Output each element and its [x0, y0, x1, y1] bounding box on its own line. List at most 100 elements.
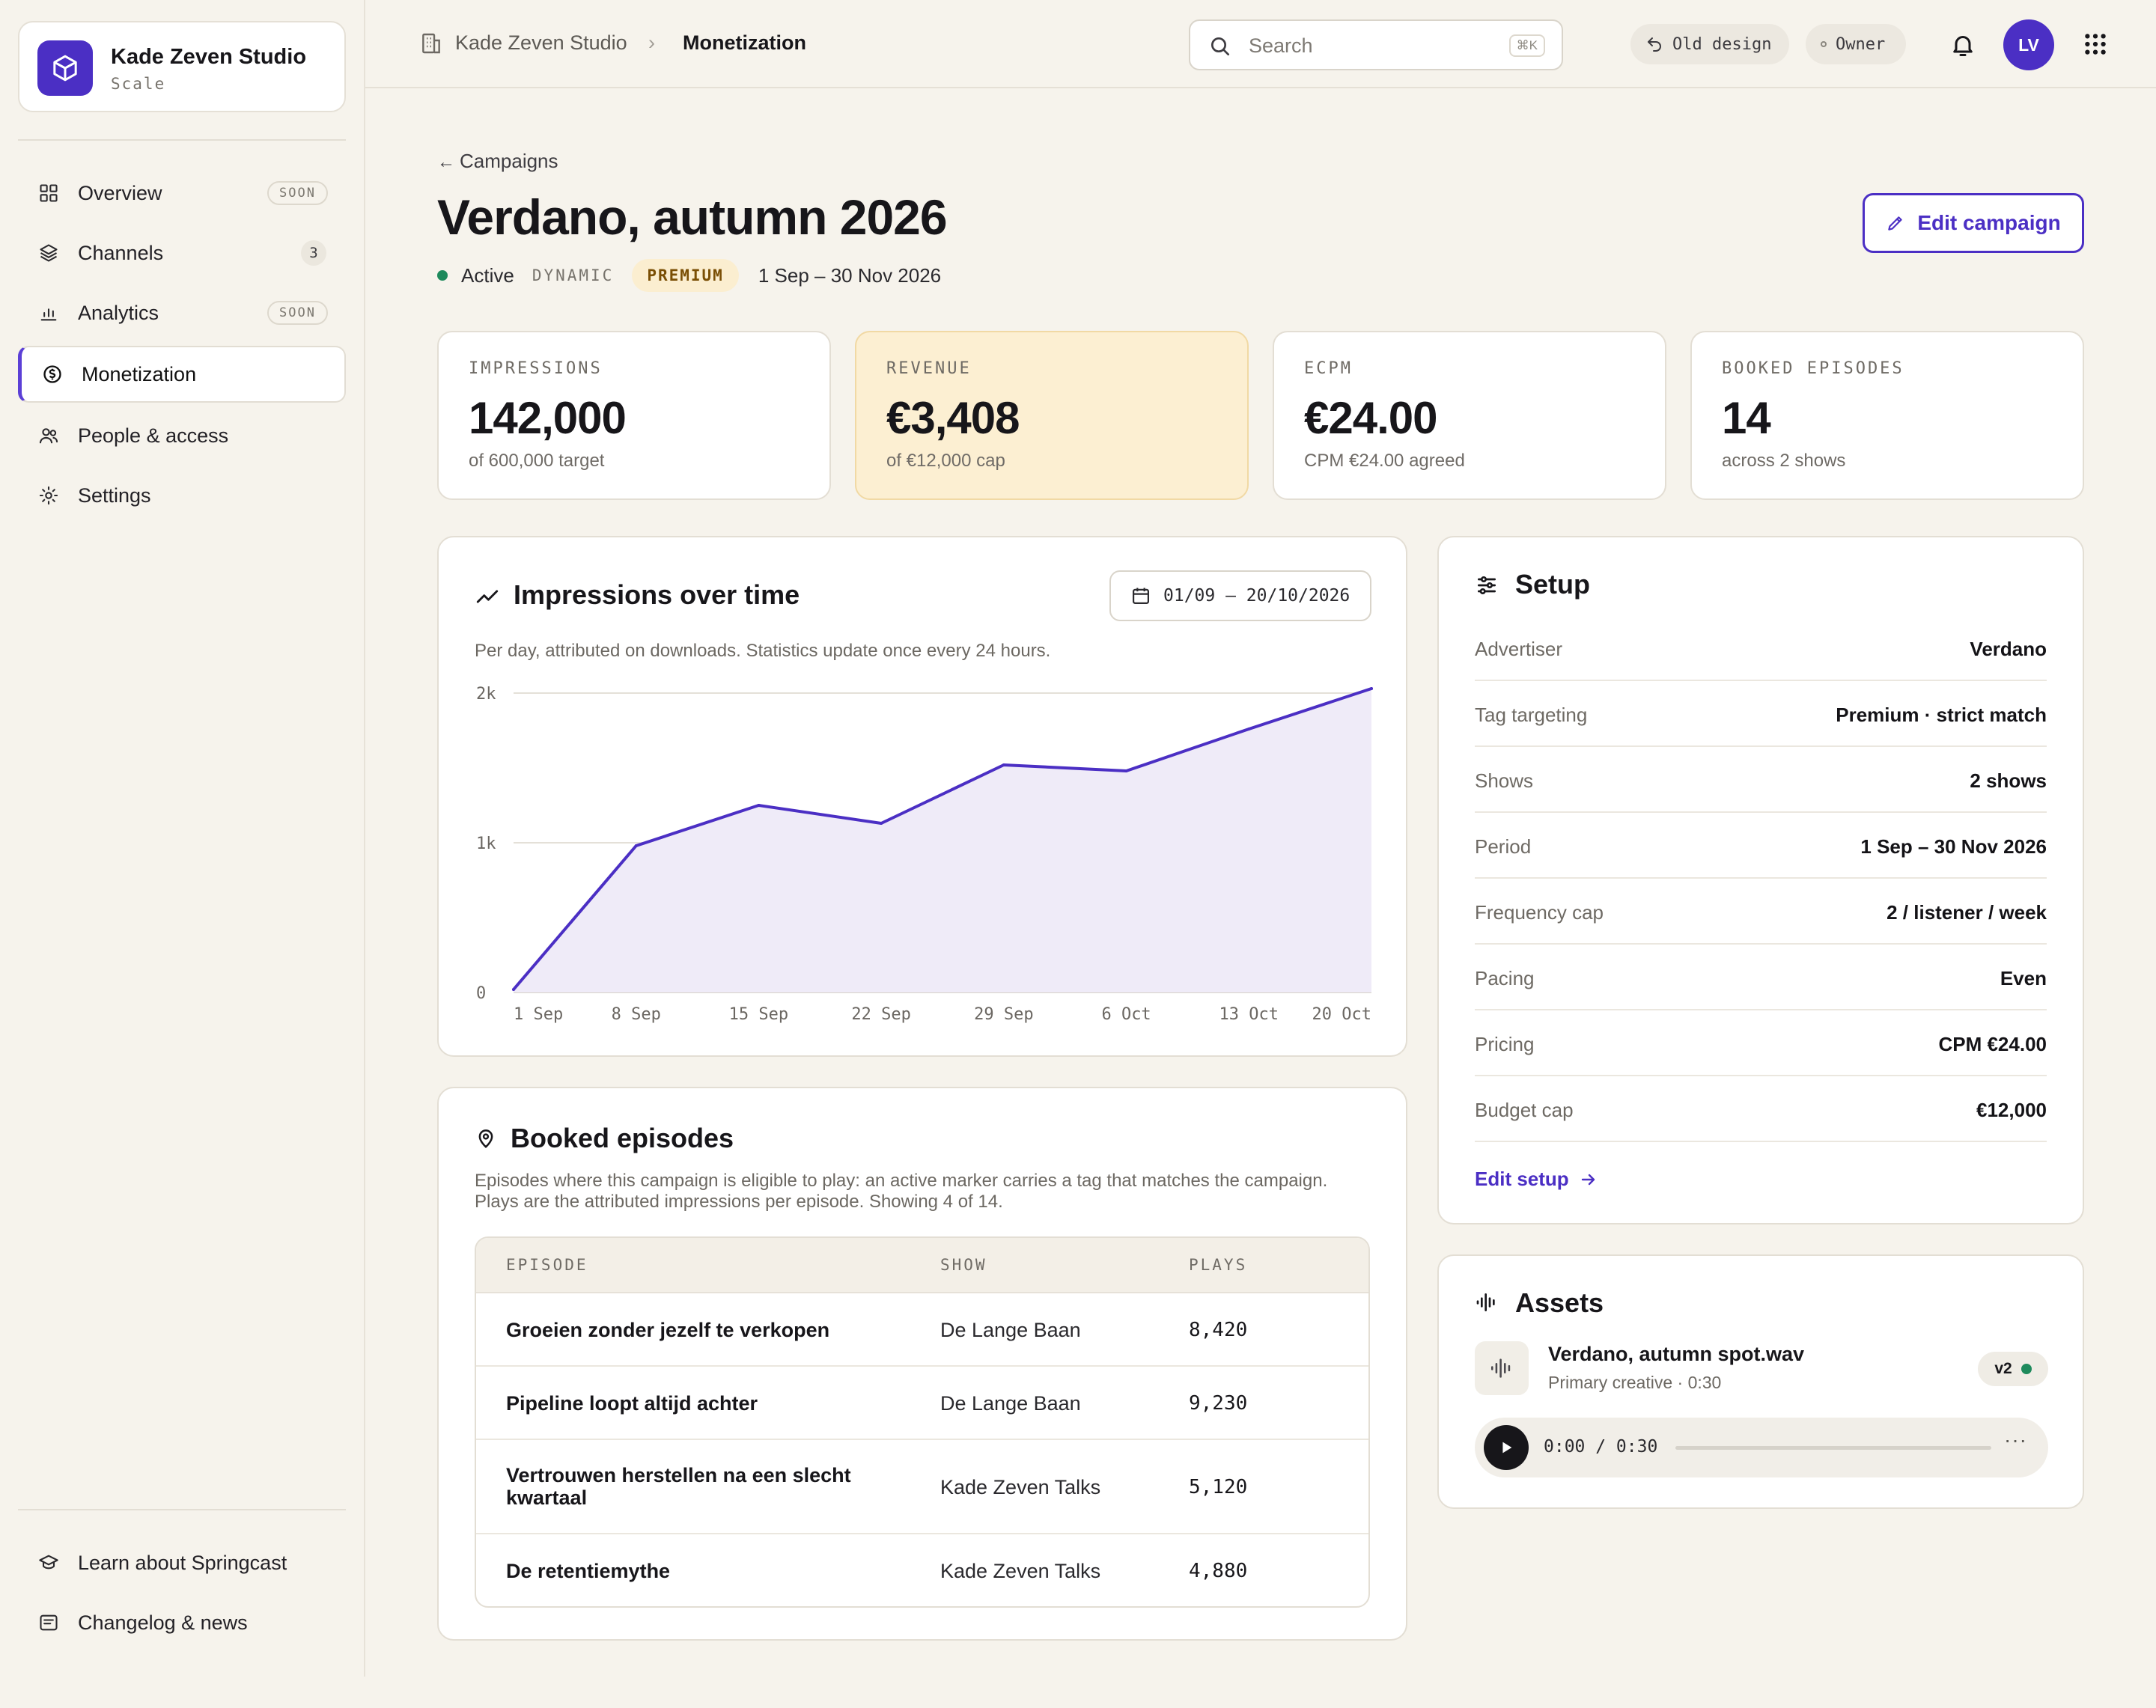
undo-arrow-icon — [1645, 35, 1663, 53]
edit-setup-label: Edit setup — [1475, 1168, 1569, 1190]
sidebar-item-label: Settings — [78, 484, 151, 507]
episode-plays: 8,420 — [1189, 1319, 1248, 1341]
setup-title: Setup — [1515, 569, 1591, 600]
player-progress-bar[interactable] — [1675, 1446, 1991, 1450]
impressions-point — [1002, 763, 1005, 766]
sidebar-item-people[interactable]: People & access — [18, 407, 346, 464]
sidebar-divider — [18, 139, 346, 141]
stat-label: BOOKED EPISODES — [1722, 359, 1904, 378]
building-icon — [419, 31, 443, 59]
table-header: EPISODE SHOW PLAYS — [476, 1238, 1368, 1293]
sidebar-footer-divider — [18, 1509, 346, 1510]
sidebar-item-changelog[interactable]: Changelog & news — [18, 1594, 346, 1651]
episode-title: De retentiemythe — [506, 1560, 671, 1582]
bar-chart-icon — [37, 302, 60, 324]
setup-row-advertiser: Advertiser Verdano — [1475, 615, 2047, 681]
status-dot — [437, 270, 448, 281]
edit-campaign-label: Edit campaign — [1917, 211, 2061, 234]
stat-card-ecpm: ECPM €24.00 CPM €24.00 agreed — [1273, 331, 1666, 500]
stat-label: ECPM — [1304, 359, 1353, 378]
impressions-chart: 2k 1k 0 1 Sep 8 Sep 15 Sep 22 Sep 29 Sep 6 Oct 13… — [476, 685, 1373, 1024]
table-row[interactable]: De retentiemythe Kade Zeven Talks 4,880 — [476, 1534, 1368, 1606]
pencil-icon — [1886, 213, 1905, 233]
role-dot-icon — [1821, 41, 1827, 47]
sidebar-item-learn[interactable]: Learn about Springcast — [18, 1534, 346, 1591]
search-input[interactable]: Search ⌘K — [1189, 19, 1563, 70]
sidebar-item-overview[interactable]: Overview SOON — [18, 165, 346, 222]
impressions-area — [514, 689, 1371, 992]
play-button[interactable] — [1484, 1425, 1529, 1470]
topbar: Kade Zeven Studio › Monetization — [365, 0, 2156, 88]
old-design-button[interactable]: Old design — [1630, 24, 1789, 64]
coin-icon — [41, 363, 64, 385]
impressions-point — [1247, 728, 1251, 731]
setup-key: Budget cap — [1475, 1099, 1574, 1121]
org-plan: Scale — [111, 75, 166, 93]
x-tick-label: 1 Sep — [514, 1005, 563, 1024]
episodes-table: EPISODE SHOW PLAYS Groeien zonder jezelf… — [475, 1236, 1370, 1608]
column-header-episode: EPISODE — [506, 1256, 588, 1274]
x-tick-label: 13 Oct — [1219, 1005, 1279, 1024]
date-range-label: 01/09 — 20/10/2026 — [1163, 586, 1350, 606]
org-switcher[interactable]: Kade Zeven Studio Scale — [18, 21, 346, 112]
waveform-icon — [1475, 1290, 1499, 1318]
description-line-1: Episodes where this campaign is eligible… — [475, 1171, 1328, 1191]
impressions-line — [512, 687, 1373, 991]
player-time: 0:00 / 0:30 — [1544, 1437, 1658, 1457]
avatar[interactable]: LV — [2003, 19, 2054, 70]
breadcrumb-chevron-icon: › — [648, 31, 655, 54]
breadcrumb-org[interactable]: Kade Zeven Studio — [455, 31, 627, 54]
tier-badge: PREMIUM — [632, 259, 739, 292]
setup-row-tag-targeting: Tag targeting Premium · strict match — [1475, 681, 2047, 747]
setup-value: €12,000 — [1976, 1099, 2047, 1121]
edit-setup-link[interactable]: Edit setup — [1475, 1168, 1598, 1191]
soon-badge: SOON — [267, 301, 328, 325]
search-shortcut: ⌘K — [1508, 34, 1545, 57]
stat-sub: of €12,000 cap — [886, 451, 1005, 471]
edit-campaign-button[interactable]: Edit campaign — [1863, 193, 2084, 253]
org-logo-cube-icon — [37, 40, 93, 96]
role-label: Owner — [1836, 34, 1886, 54]
booked-episodes-title: Booked episodes — [511, 1123, 734, 1153]
stat-label: REVENUE — [886, 359, 972, 378]
episode-title: Groeien zonder jezelf te verkopen — [506, 1319, 830, 1341]
table-row[interactable]: Pipeline loopt altijd achter De Lange Ba… — [476, 1367, 1368, 1440]
soon-badge: SOON — [267, 181, 328, 205]
booked-episodes-card: Booked episodes Episodes where this camp… — [437, 1087, 1407, 1641]
date-range-picker[interactable]: 01/09 — 20/10/2026 — [1109, 570, 1371, 621]
apps-grid-icon[interactable] — [2083, 31, 2108, 61]
sidebar-item-settings[interactable]: Settings — [18, 467, 346, 524]
episode-show: Kade Zeven Talks — [940, 1560, 1101, 1582]
sidebar-item-channels[interactable]: Channels 3 — [18, 225, 346, 281]
y-tick-label: 0 — [476, 984, 486, 1003]
news-icon — [37, 1611, 60, 1634]
stat-value: €24.00 — [1304, 393, 1438, 443]
grid-icon — [37, 182, 60, 204]
sidebar-item-label: Learn about Springcast — [78, 1551, 287, 1574]
sidebar-item-analytics[interactable]: Analytics SOON — [18, 284, 346, 341]
back-link[interactable]: ← Campaigns — [437, 150, 558, 173]
booked-episodes-description: Episodes where this campaign is eligible… — [475, 1171, 1373, 1213]
bell-icon[interactable] — [1949, 31, 1976, 62]
setup-value: 1 Sep – 30 Nov 2026 — [1860, 835, 2047, 858]
stat-sub: of 600,000 target — [469, 451, 605, 471]
episode-title: Vertrouwen herstellen na een slecht kwar… — [506, 1464, 851, 1509]
sidebar-item-label: People & access — [78, 424, 229, 447]
asset-file-name[interactable]: Verdano, autumn spot.wav — [1548, 1343, 1805, 1365]
gear-icon — [37, 484, 60, 507]
setup-row-pacing: Pacing Even — [1475, 945, 2047, 1010]
breadcrumb-current: Monetization — [683, 31, 806, 54]
more-options-icon[interactable]: ··· — [2004, 1428, 2027, 1451]
x-tick-label: 15 Sep — [729, 1005, 788, 1024]
table-row[interactable]: Groeien zonder jezelf te verkopen De Lan… — [476, 1293, 1368, 1367]
stat-card-impressions: IMPRESSIONS 142,000 of 600,000 target — [437, 331, 831, 500]
sidebar-item-label: Overview — [78, 181, 162, 204]
sidebar-item-label: Changelog & news — [78, 1611, 248, 1634]
table-row[interactable]: Vertrouwen herstellen na een slecht kwar… — [476, 1440, 1368, 1534]
impressions-card: Impressions over time 01/09 — 20/10/2026… — [437, 536, 1407, 1057]
sidebar-item-monetization[interactable]: Monetization — [18, 346, 346, 403]
setup-key: Shows — [1475, 769, 1534, 792]
impressions-point — [1370, 687, 1373, 690]
stat-value: 14 — [1722, 393, 1771, 443]
setup-row-pricing: Pricing CPM €24.00 — [1475, 1010, 2047, 1076]
